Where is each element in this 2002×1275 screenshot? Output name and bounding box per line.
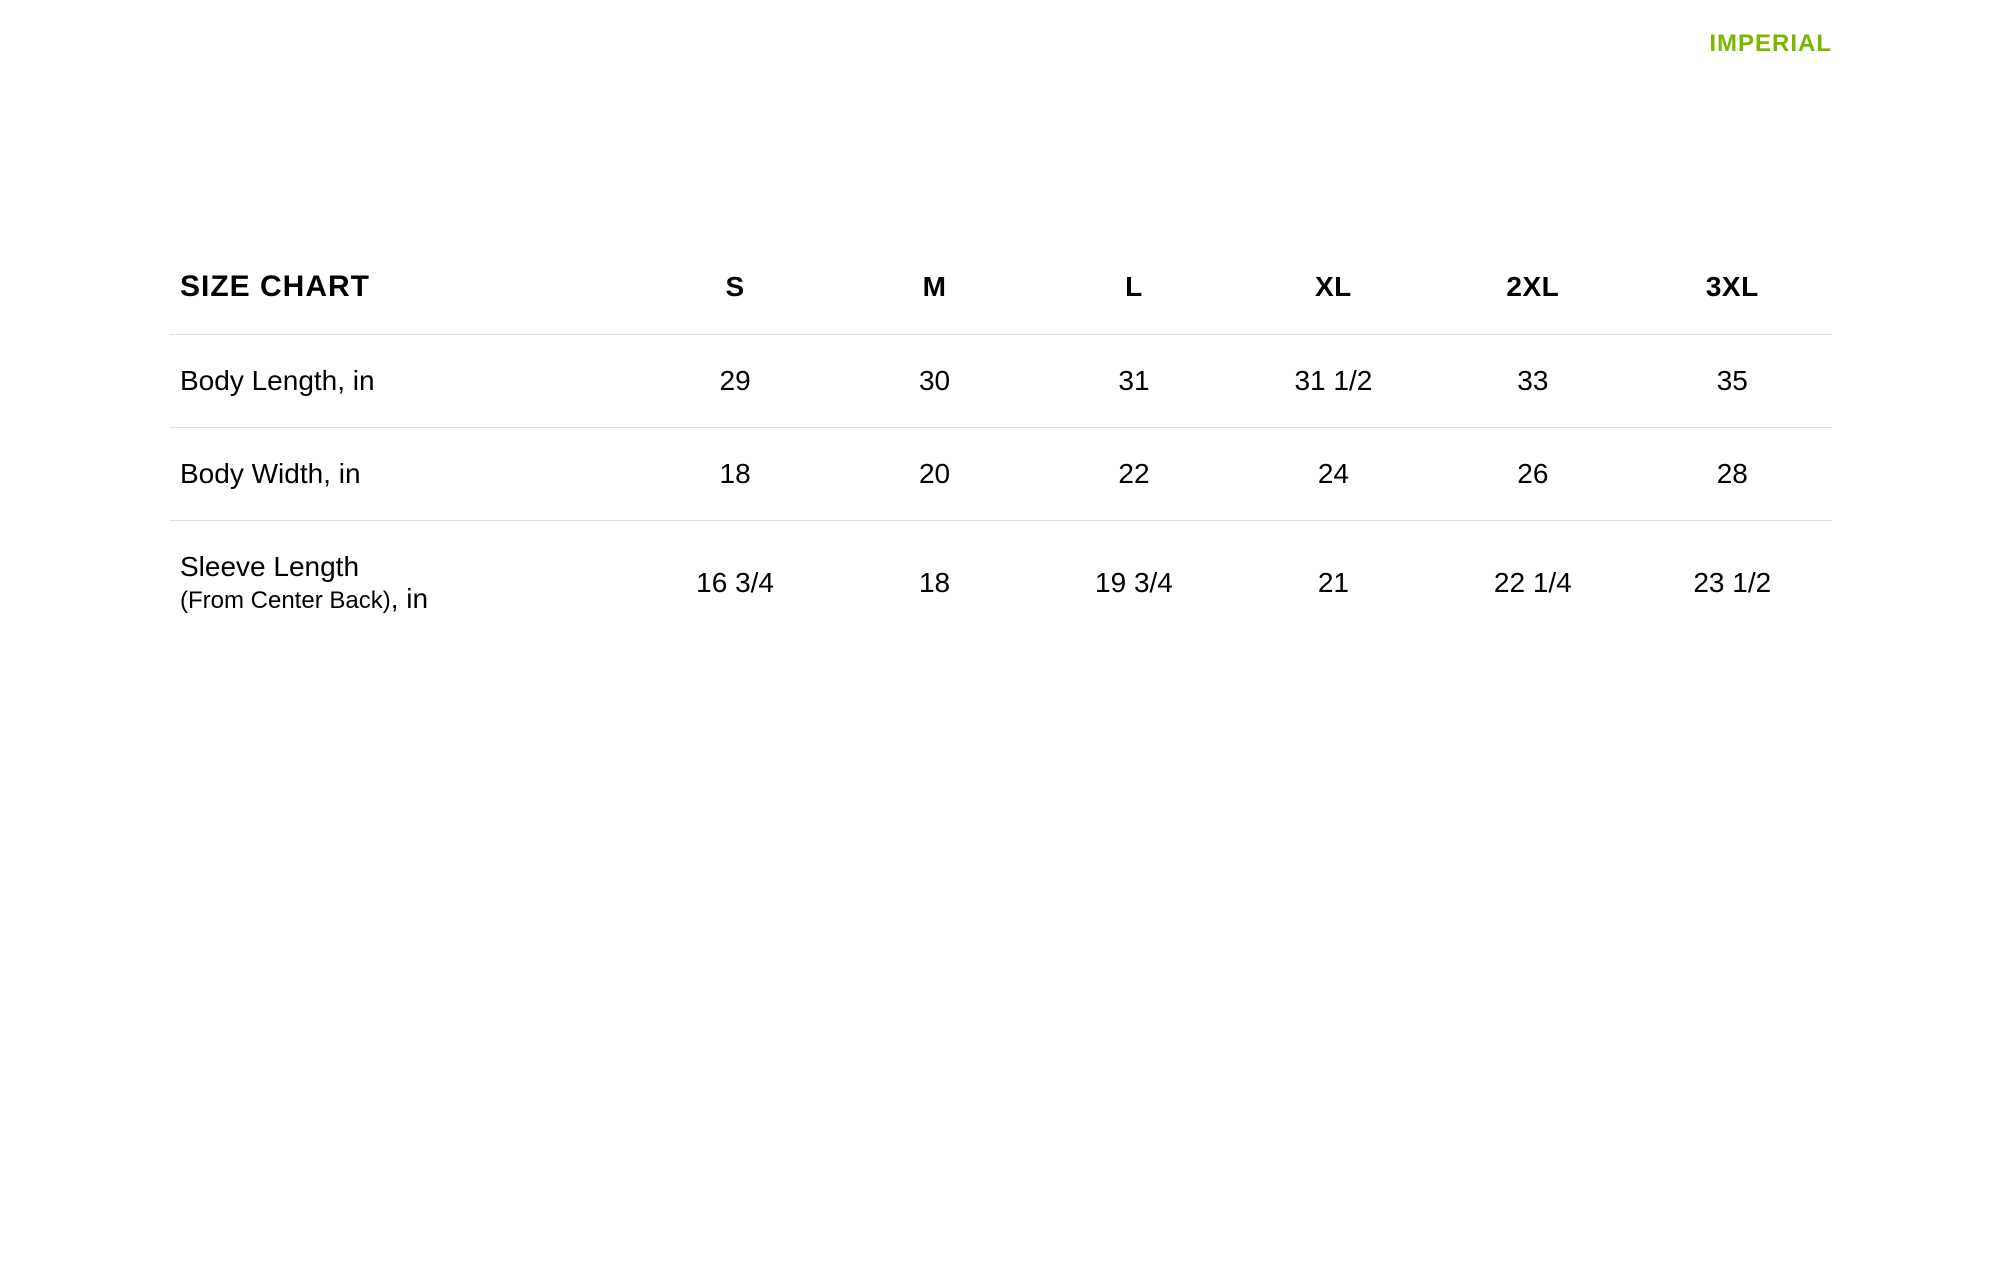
table-row: Sleeve Length (From Center Back), in 16 … xyxy=(170,521,1832,646)
table-row: Body Length, in 29 30 31 31 1/2 33 35 xyxy=(170,335,1832,428)
cell-value: 30 xyxy=(835,335,1034,428)
unit-toggle[interactable]: IMPERIAL xyxy=(1709,30,1832,58)
cell-value: 31 1/2 xyxy=(1234,335,1433,428)
row-label: Body Width, in xyxy=(170,428,635,521)
cell-value: 16 3/4 xyxy=(635,521,834,646)
row-label-main: Sleeve Length xyxy=(180,551,359,582)
col-header: S xyxy=(635,240,834,335)
col-header: 2XL xyxy=(1433,240,1632,335)
cell-value: 29 xyxy=(635,335,834,428)
col-header: M xyxy=(835,240,1034,335)
cell-value: 22 1/4 xyxy=(1433,521,1632,646)
cell-value: 20 xyxy=(835,428,1034,521)
row-label-unit: , in xyxy=(391,583,428,614)
col-header: L xyxy=(1034,240,1233,335)
cell-value: 22 xyxy=(1034,428,1233,521)
cell-value: 24 xyxy=(1234,428,1433,521)
cell-value: 31 xyxy=(1034,335,1233,428)
size-chart-table: SIZE CHART S M L XL 2XL 3XL Body Length,… xyxy=(170,240,1832,645)
cell-value: 19 3/4 xyxy=(1034,521,1233,646)
table-title: SIZE CHART xyxy=(170,240,635,335)
row-label: Body Length, in xyxy=(170,335,635,428)
row-label: Sleeve Length (From Center Back), in xyxy=(170,521,635,646)
cell-value: 18 xyxy=(635,428,834,521)
size-chart: SIZE CHART S M L XL 2XL 3XL Body Length,… xyxy=(170,240,1832,645)
table-header-row: SIZE CHART S M L XL 2XL 3XL xyxy=(170,240,1832,335)
col-header: 3XL xyxy=(1633,240,1832,335)
cell-value: 23 1/2 xyxy=(1633,521,1832,646)
cell-value: 35 xyxy=(1633,335,1832,428)
cell-value: 21 xyxy=(1234,521,1433,646)
cell-value: 26 xyxy=(1433,428,1632,521)
cell-value: 33 xyxy=(1433,335,1632,428)
cell-value: 28 xyxy=(1633,428,1832,521)
cell-value: 18 xyxy=(835,521,1034,646)
table-row: Body Width, in 18 20 22 24 26 28 xyxy=(170,428,1832,521)
col-header: XL xyxy=(1234,240,1433,335)
row-label-sub: (From Center Back) xyxy=(180,587,391,614)
